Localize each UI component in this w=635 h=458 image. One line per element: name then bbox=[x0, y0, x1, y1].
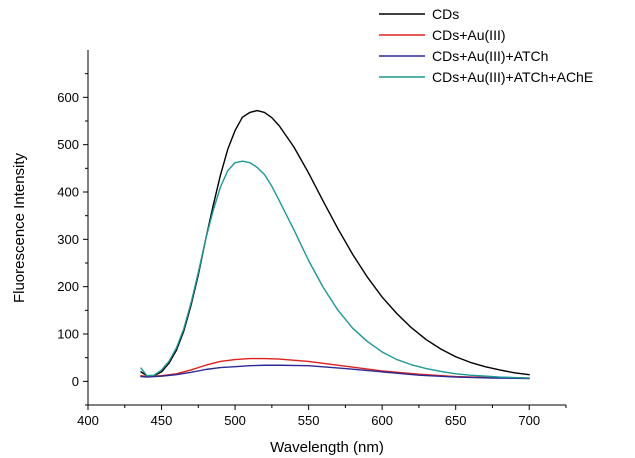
series-line-4 bbox=[140, 160, 530, 379]
legend-label: CDs bbox=[432, 6, 459, 22]
legend-label: CDs+Au(III)+ATCh+AChE bbox=[432, 69, 593, 85]
y-tick-label: 300 bbox=[57, 232, 79, 247]
y-tick-label: 0 bbox=[72, 374, 79, 389]
x-tick-label: 600 bbox=[371, 413, 393, 428]
x-axis-title: Wavelength (nm) bbox=[270, 439, 384, 456]
x-tick-label: 400 bbox=[77, 413, 99, 428]
legend-label: CDs+Au(III)+ATCh bbox=[432, 48, 548, 64]
series-line-3 bbox=[140, 364, 530, 380]
x-tick-label: 700 bbox=[518, 413, 540, 428]
series-line-1 bbox=[140, 109, 530, 377]
series-line-2 bbox=[140, 357, 530, 379]
y-tick-label: 600 bbox=[57, 90, 79, 105]
y-tick-label: 200 bbox=[57, 279, 79, 294]
legend: CDs CDs+Au(III) CDs+Au(III)+ATCh CDs+Au(III… bbox=[379, 6, 593, 85]
plot-area: 400 450 500 550 600 650 700 0 100 200 300 400 500 60… bbox=[57, 50, 567, 428]
y-ticks: 0 100 200 300 400 500 600 bbox=[57, 73, 88, 406]
y-tick-label: 100 bbox=[57, 327, 79, 342]
y-tick-label: 400 bbox=[57, 185, 79, 200]
legend-label: CDs+Au(III) bbox=[432, 27, 506, 43]
y-tick-label: 500 bbox=[57, 137, 79, 152]
x-tick-label: 500 bbox=[224, 413, 246, 428]
series-lines bbox=[140, 109, 530, 380]
x-tick-label: 650 bbox=[445, 413, 467, 428]
x-ticks: 400 450 500 550 600 650 700 bbox=[77, 405, 567, 428]
x-tick-label: 450 bbox=[151, 413, 173, 428]
x-tick-label: 550 bbox=[298, 413, 320, 428]
y-axis-title: Fluorescence Intensity bbox=[11, 152, 28, 303]
